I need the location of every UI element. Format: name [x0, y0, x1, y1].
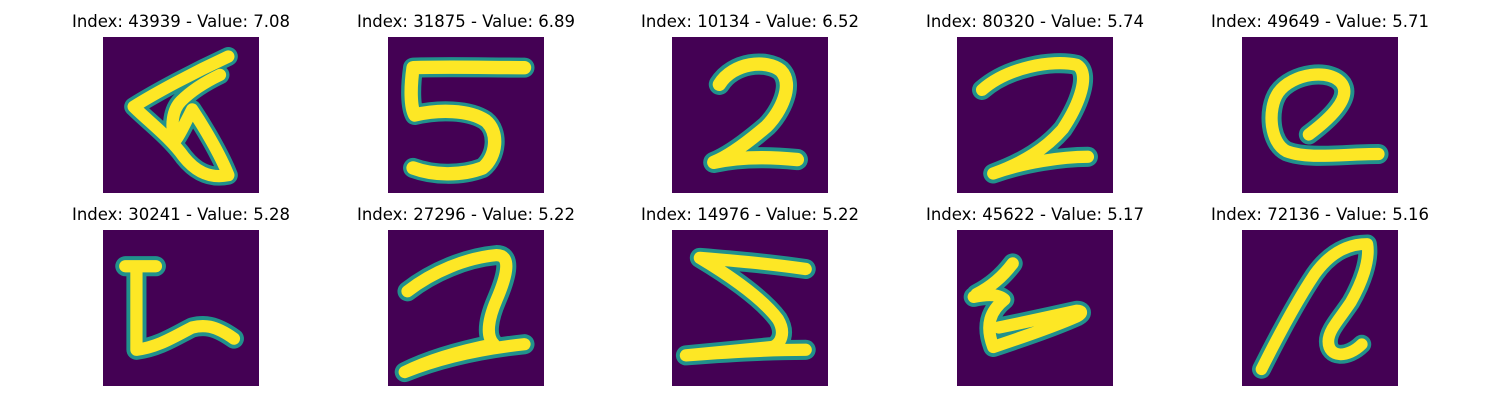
handwritten-digit-2-icon — [388, 230, 544, 386]
panel-10: Index: 72136 - Value: 5.16 — [1211, 205, 1429, 395]
handwritten-digit-5-icon — [388, 37, 544, 193]
panel-title: Index: 45622 - Value: 5.17 — [925, 205, 1144, 224]
panel-title: Index: 72136 - Value: 5.16 — [1210, 205, 1429, 224]
panel-title: Index: 80320 - Value: 5.74 — [925, 12, 1144, 31]
panel-5: Index: 49649 - Value: 5.71 — [1211, 12, 1429, 202]
handwritten-digit-5-icon — [672, 230, 828, 386]
handwritten-digit-1-icon — [957, 230, 1113, 386]
handwritten-digit-2-icon — [957, 37, 1113, 193]
panel-8: Index: 14976 - Value: 5.22 — [641, 205, 859, 395]
handwritten-digit-4-icon — [103, 37, 259, 193]
panel-3: Index: 10134 - Value: 6.52 — [641, 12, 859, 202]
panel-1: Index: 43939 - Value: 7.08 — [72, 12, 290, 202]
handwritten-digit-2-icon — [672, 37, 828, 193]
panel-title: Index: 49649 - Value: 5.71 — [1210, 12, 1429, 31]
panel-2: Index: 31875 - Value: 6.89 — [357, 12, 575, 202]
handwritten-digit-2-icon — [1242, 37, 1398, 193]
panel-title: Index: 27296 - Value: 5.22 — [356, 205, 575, 224]
panel-title: Index: 43939 - Value: 7.08 — [71, 12, 290, 31]
handwritten-digit-2-icon — [1242, 230, 1398, 386]
handwritten-digit-L-icon — [103, 230, 259, 386]
panel-7: Index: 27296 - Value: 5.22 — [357, 205, 575, 395]
panel-title: Index: 10134 - Value: 6.52 — [640, 12, 859, 31]
panel-title: Index: 31875 - Value: 6.89 — [356, 12, 575, 31]
panel-6: Index: 30241 - Value: 5.28 — [72, 205, 290, 395]
panel-title: Index: 30241 - Value: 5.28 — [71, 205, 290, 224]
panel-9: Index: 45622 - Value: 5.17 — [926, 205, 1144, 395]
panel-title: Index: 14976 - Value: 5.22 — [640, 205, 859, 224]
panel-4: Index: 80320 - Value: 5.74 — [926, 12, 1144, 202]
